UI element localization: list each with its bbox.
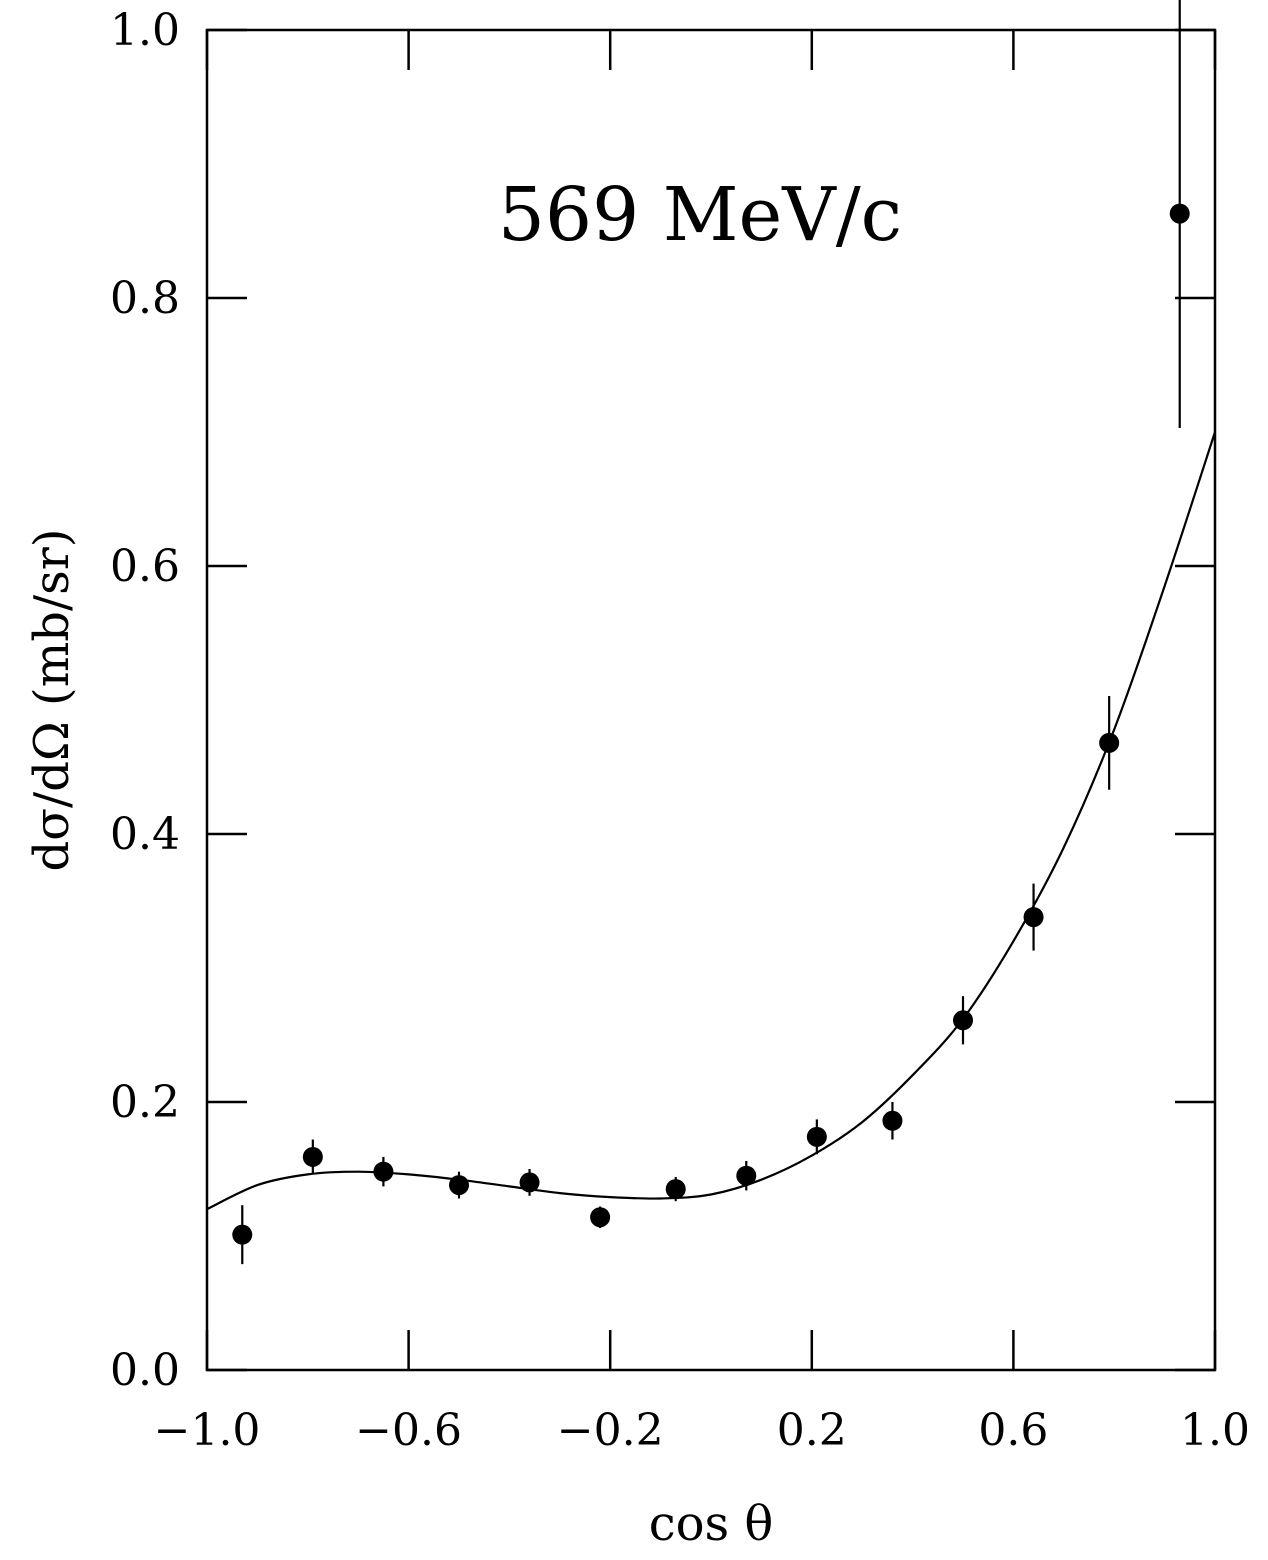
data-point — [1099, 732, 1120, 753]
y-tick-label: 0.4 — [110, 809, 180, 860]
x-tick-label: 0.6 — [978, 1405, 1048, 1456]
y-tick-label: 1.0 — [110, 5, 180, 56]
x-axis-title: cos θ — [649, 1496, 774, 1552]
energy-annotation: 569 MeV/c — [498, 172, 902, 258]
data-points-layer — [232, 0, 1190, 1265]
x-tick-label: −0.6 — [355, 1405, 462, 1456]
data-point — [806, 1126, 827, 1147]
x-tick-label: 1.0 — [1180, 1405, 1250, 1456]
data-point — [373, 1161, 394, 1182]
data-point — [519, 1172, 540, 1193]
data-point — [882, 1110, 903, 1131]
data-point — [736, 1165, 757, 1186]
axis-ticks — [205, 28, 1217, 1372]
data-point — [1169, 203, 1190, 224]
data-point — [590, 1207, 611, 1228]
tick-labels: −1.0 −0.6 −0.2 0.2 0.6 1.0 0.0 0.2 0.4 0.6 0.8 1.0 — [110, 5, 1250, 1456]
y-axis-title: dσ/dΩ (mb/sr) — [24, 529, 80, 872]
fit-curve — [206, 431, 1217, 1211]
plot-frame — [205, 28, 1217, 1372]
y-tick-label: 0.0 — [110, 1345, 180, 1396]
x-tick-label: −1.0 — [154, 1405, 261, 1456]
y-tick-label: 0.8 — [110, 273, 180, 324]
y-tick-label: 0.6 — [110, 541, 180, 592]
x-tick-label: −0.2 — [557, 1405, 664, 1456]
x-tick-label: 0.2 — [777, 1405, 847, 1456]
data-point — [665, 1179, 686, 1200]
data-point — [1023, 907, 1044, 928]
data-point — [302, 1146, 323, 1167]
y-tick-label: 0.2 — [110, 1077, 180, 1128]
data-point — [449, 1175, 469, 1196]
data-point — [232, 1224, 253, 1245]
fit-curve-layer — [206, 431, 1217, 1211]
data-point — [953, 1010, 973, 1031]
